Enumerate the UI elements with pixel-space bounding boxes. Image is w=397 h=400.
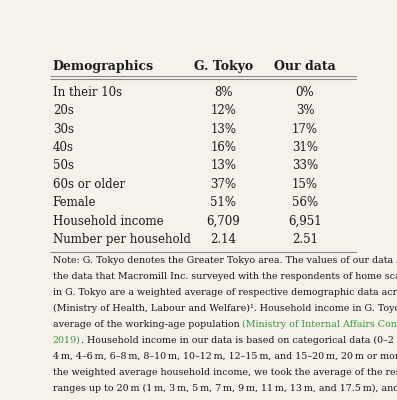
Text: ranges up to 20 m (1 m, 3 m, 5 m, 7 m, 9 m, 11 m, 13 m, and 17.5 m), and took 20: ranges up to 20 m (1 m, 3 m, 5 m, 7 m, 9… (53, 384, 397, 393)
Text: 37%: 37% (210, 178, 237, 191)
Text: Demographics: Demographics (53, 60, 154, 73)
Text: 13%: 13% (210, 160, 237, 172)
Text: Our data: Our data (274, 60, 336, 73)
Text: Household income: Household income (53, 215, 163, 228)
Text: G. Tokyo: G. Tokyo (194, 60, 253, 73)
Text: (Ministry of Health, Labour and Welfare)¹. Household income in G. Toyo is a weig: (Ministry of Health, Labour and Welfare)… (53, 304, 397, 313)
Text: 50s: 50s (53, 160, 74, 172)
Text: 6,951: 6,951 (288, 215, 322, 228)
Text: 13%: 13% (210, 122, 237, 136)
Text: 15%: 15% (292, 178, 318, 191)
Text: 3%: 3% (296, 104, 314, 117)
Text: 2019): 2019) (53, 336, 81, 345)
Text: Number per household: Number per household (53, 233, 191, 246)
Text: 60s or older: 60s or older (53, 178, 125, 191)
Text: Female: Female (53, 196, 96, 210)
Text: in G. Tokyo are a weighted average of respective demographic data across prefect: in G. Tokyo are a weighted average of re… (53, 288, 397, 297)
Text: 40s: 40s (53, 141, 74, 154)
Text: Note: G. Tokyo denotes the Greater Tokyo area. The values of our data are based : Note: G. Tokyo denotes the Greater Tokyo… (53, 256, 397, 264)
Text: 2.14: 2.14 (210, 233, 237, 246)
Text: 56%: 56% (292, 196, 318, 210)
Text: average of the working-age population: average of the working-age population (53, 320, 243, 329)
Text: the data that Macromill Inc. surveyed with the respondents of home scan data. Va: the data that Macromill Inc. surveyed wi… (53, 272, 397, 281)
Text: 8%: 8% (214, 86, 233, 98)
Text: 6,709: 6,709 (206, 215, 240, 228)
Text: (Ministry of Internal Affairs Communication,: (Ministry of Internal Affairs Communicat… (243, 320, 397, 329)
Text: 12%: 12% (210, 104, 236, 117)
Text: 17%: 17% (292, 122, 318, 136)
Text: 30s: 30s (53, 122, 74, 136)
Text: 16%: 16% (210, 141, 237, 154)
Text: 4 m, 4–6 m, 6–8 m, 8–10 m, 10–12 m, 12–15 m, and 15–20 m, 20 m or more). To calc: 4 m, 4–6 m, 6–8 m, 8–10 m, 10–12 m, 12–1… (53, 352, 397, 361)
Text: 2.51: 2.51 (292, 233, 318, 246)
Text: the weighted average household income, we took the average of the respective inc: the weighted average household income, w… (53, 368, 397, 377)
Text: In their 10s: In their 10s (53, 86, 122, 98)
Text: 0%: 0% (296, 86, 314, 98)
Text: 20s: 20s (53, 104, 73, 117)
Text: 31%: 31% (292, 141, 318, 154)
Text: 51%: 51% (210, 196, 237, 210)
Text: . Household income in our data is based on categorical data (0–2 million yen (m): . Household income in our data is based … (81, 336, 397, 345)
Text: 33%: 33% (292, 160, 318, 172)
